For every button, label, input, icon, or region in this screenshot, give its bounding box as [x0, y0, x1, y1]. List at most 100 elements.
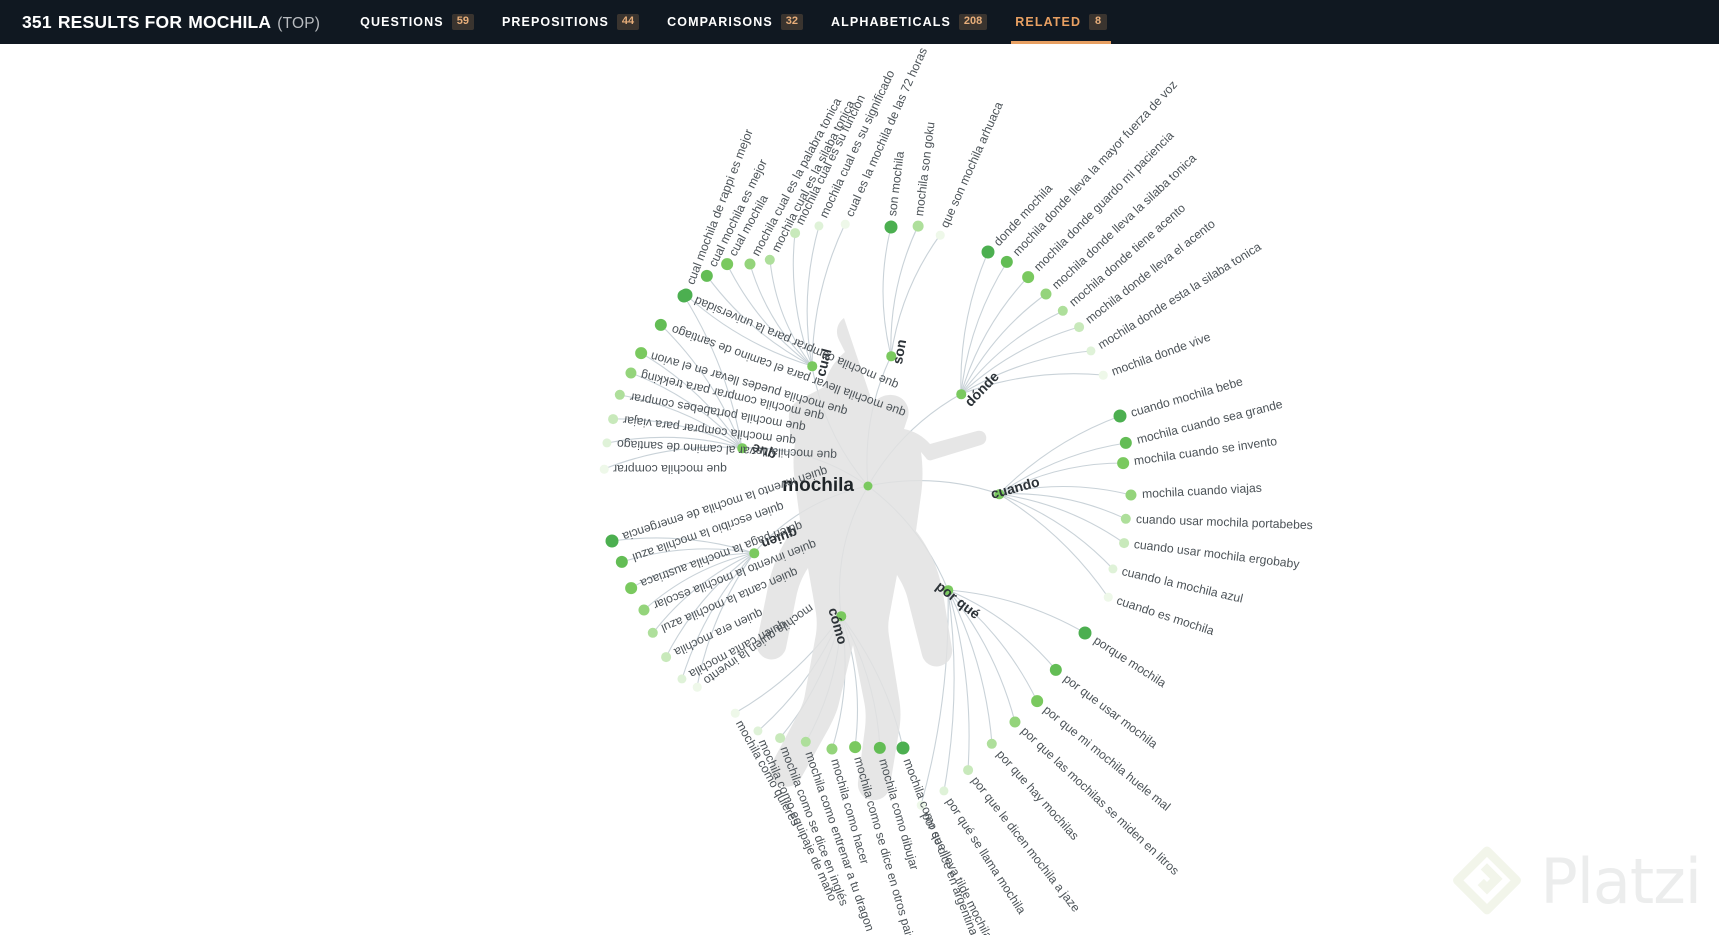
- graph-link: [619, 394, 743, 449]
- graph-link: [998, 493, 1109, 598]
- leaf-node-dot[interactable]: [730, 708, 740, 718]
- leaf-node-dot[interactable]: [826, 743, 838, 755]
- branch-node-son[interactable]: [886, 351, 896, 361]
- graph-link: [998, 493, 1125, 544]
- leaf-node-dot[interactable]: [1086, 346, 1096, 356]
- root-node-label[interactable]: mochila: [782, 475, 854, 496]
- graph-link: [867, 485, 949, 591]
- leaf-node-dot[interactable]: [1119, 436, 1133, 450]
- leaf-node-dot[interactable]: [1074, 322, 1084, 332]
- leaf-node-dot[interactable]: [814, 221, 824, 231]
- leaf-node-dot[interactable]: [1022, 271, 1034, 283]
- leaf-node-dot[interactable]: [981, 245, 995, 259]
- leaf-node-dot[interactable]: [1078, 626, 1092, 640]
- graph-link: [630, 372, 743, 449]
- branch-node-como[interactable]: [836, 611, 846, 621]
- leaf-node-dot[interactable]: [602, 438, 612, 448]
- leaf-node-dot[interactable]: [1120, 513, 1132, 525]
- leaf-node-dot[interactable]: [1000, 255, 1014, 269]
- graph-link: [640, 352, 743, 449]
- graph-link: [890, 234, 941, 357]
- tab-label: PREPOSITIONS: [501, 15, 609, 29]
- leaf-node-dot[interactable]: [764, 254, 776, 266]
- graph-link: [998, 485, 1132, 496]
- leaf-node-dot[interactable]: [638, 604, 650, 616]
- leaf-node-dot[interactable]: [661, 652, 671, 662]
- graph-link: [665, 552, 755, 658]
- root-node-dot[interactable]: [863, 481, 873, 491]
- leaf-node-dot[interactable]: [1103, 592, 1113, 602]
- leaf-node-dot[interactable]: [1125, 489, 1137, 501]
- tab-alphabeticals[interactable]: ALPHABETICALS 208: [817, 0, 1001, 44]
- leaf-node-dot[interactable]: [635, 347, 647, 359]
- leaf-node-dot[interactable]: [647, 627, 659, 639]
- graph-link: [998, 493, 1127, 520]
- leaf-node-dot[interactable]: [775, 733, 785, 743]
- graph-link: [920, 589, 949, 806]
- leaf-node-dot[interactable]: [721, 258, 733, 270]
- leaf-node-dot[interactable]: [963, 765, 973, 775]
- graph-link: [630, 552, 755, 589]
- graph-link: [943, 589, 955, 792]
- leaf-node-dot[interactable]: [605, 534, 619, 548]
- top-header-bar: 351 RESULTS FOR MOCHILA (TOP) QUESTIONS 5…: [0, 0, 1719, 44]
- tab-prepositions[interactable]: PREPOSITIONS 44: [488, 0, 653, 44]
- leaf-node-dot[interactable]: [677, 289, 691, 303]
- tab-related[interactable]: RELATED 8: [1001, 0, 1121, 44]
- leaf-node-dot[interactable]: [1040, 288, 1052, 300]
- tab-label: QUESTIONS: [360, 15, 444, 29]
- leaf-node-dot[interactable]: [912, 220, 924, 232]
- leaf-node-dot[interactable]: [1098, 370, 1108, 380]
- branch-node-que[interactable]: [737, 443, 747, 453]
- branch-node-quien[interactable]: [749, 548, 759, 558]
- branch-node-cuando[interactable]: [994, 489, 1004, 499]
- leaf-node-dot[interactable]: [654, 318, 668, 332]
- leaf-node-dot[interactable]: [800, 736, 812, 748]
- branch-node-porque[interactable]: [943, 585, 953, 595]
- tab-count-badge: 44: [616, 14, 640, 30]
- leaf-node-dot[interactable]: [986, 738, 998, 750]
- leaf-node-dot[interactable]: [753, 726, 763, 736]
- tab-comparisons[interactable]: COMPARISONS 32: [653, 0, 817, 44]
- leaf-node-dot[interactable]: [677, 674, 687, 684]
- tab-questions[interactable]: QUESTIONS 59: [346, 0, 488, 44]
- leaf-node-dot[interactable]: [1031, 695, 1043, 707]
- leaf-node-dot[interactable]: [700, 269, 714, 283]
- leaf-node-dot[interactable]: [1009, 716, 1021, 728]
- graph-link: [606, 436, 743, 449]
- leaf-node-dot[interactable]: [625, 367, 637, 379]
- leaf-node-dot[interactable]: [608, 414, 618, 424]
- leaf-node-dot[interactable]: [849, 741, 861, 753]
- graph-link: [660, 324, 743, 449]
- leaf-node-dot[interactable]: [916, 800, 926, 810]
- leaf-node-dot[interactable]: [935, 230, 945, 240]
- leaf-node-dot[interactable]: [790, 228, 800, 238]
- results-for-label: RESULTS FOR: [57, 11, 183, 32]
- leaf-node-dot[interactable]: [1119, 538, 1129, 548]
- leaf-node-dot[interactable]: [744, 258, 756, 270]
- leaf-node-dot[interactable]: [939, 786, 949, 796]
- leaf-node-label[interactable]: que mochila comprar: [613, 462, 728, 476]
- leaf-node-dot[interactable]: [1108, 564, 1118, 574]
- leaf-node-dot[interactable]: [1117, 457, 1129, 469]
- leaf-node-dot[interactable]: [1057, 305, 1069, 317]
- leaf-node-dot[interactable]: [625, 582, 637, 594]
- leaf-node-dot[interactable]: [1113, 409, 1127, 423]
- leaf-node-dot[interactable]: [692, 682, 702, 692]
- leaf-node-dot[interactable]: [873, 741, 887, 755]
- graph-link: [840, 615, 904, 749]
- tab-label: RELATED: [1015, 15, 1082, 29]
- leaf-node-dot[interactable]: [614, 389, 626, 401]
- leaf-node-dot[interactable]: [615, 555, 629, 569]
- leaf-node-dot[interactable]: [884, 220, 898, 234]
- branch-node-cual[interactable]: [807, 361, 817, 371]
- leaf-node-dot[interactable]: [896, 741, 910, 755]
- branch-node-donde[interactable]: [956, 389, 966, 399]
- leaf-node-dot[interactable]: [1049, 663, 1063, 677]
- graph-link: [998, 493, 1114, 570]
- leaf-node-dot[interactable]: [840, 219, 850, 229]
- leaf-node-dot[interactable]: [599, 464, 609, 474]
- graph-link: [960, 251, 989, 395]
- graph-link: [681, 552, 755, 680]
- mindmap-canvas[interactable]: mochila cual cual mochila de rappi es mejo…: [0, 44, 1719, 935]
